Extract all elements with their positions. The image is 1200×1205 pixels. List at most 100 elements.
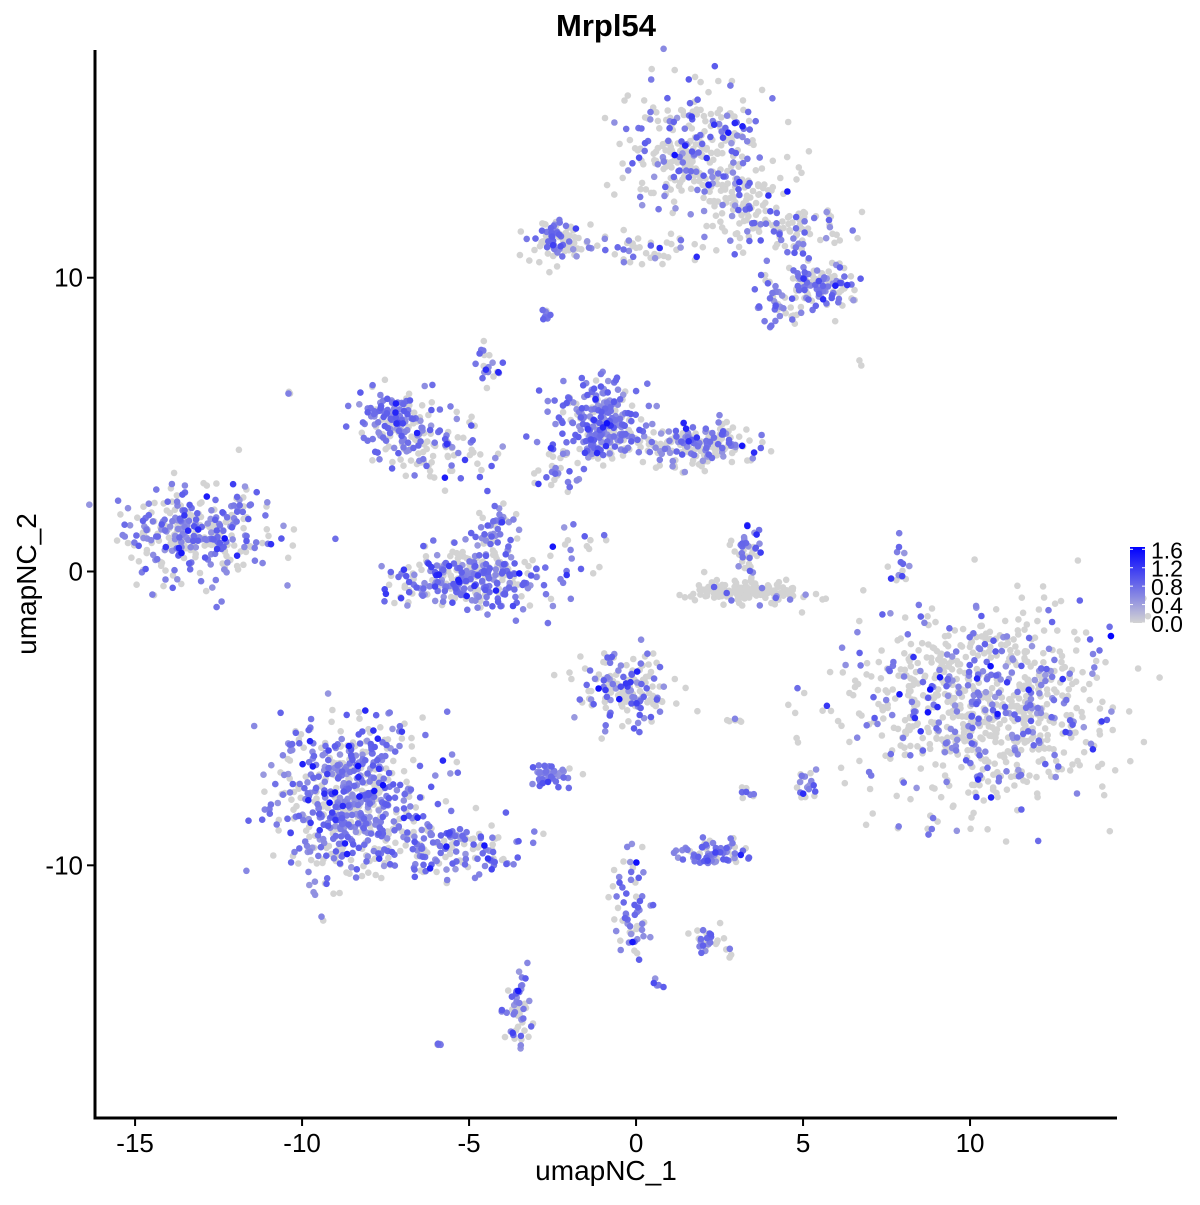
data-point — [925, 728, 933, 736]
data-point — [691, 240, 698, 248]
data-point — [641, 147, 648, 155]
data-point — [976, 645, 984, 653]
data-point — [703, 154, 710, 162]
data-point — [332, 832, 340, 840]
data-point — [670, 198, 678, 205]
data-point — [405, 390, 413, 398]
data-point — [641, 114, 649, 121]
data-point — [977, 734, 984, 741]
data-point — [837, 764, 845, 772]
data-point — [654, 117, 662, 125]
data-point — [1073, 790, 1081, 797]
data-point — [338, 768, 346, 775]
data-point — [884, 563, 892, 570]
data-point — [746, 179, 753, 187]
data-point — [667, 159, 675, 166]
data-point — [1054, 627, 1061, 634]
data-point — [714, 170, 722, 177]
data-point — [819, 707, 826, 714]
data-point — [169, 584, 176, 592]
data-point — [980, 797, 987, 804]
data-point — [374, 419, 382, 426]
data-point — [267, 540, 275, 548]
data-point — [627, 868, 635, 876]
data-point — [679, 159, 687, 166]
data-point — [422, 731, 429, 739]
data-point — [364, 853, 372, 860]
data-point — [161, 527, 169, 534]
data-point — [699, 942, 707, 949]
data-point — [995, 689, 1003, 696]
data-point — [772, 302, 779, 310]
data-point — [751, 580, 759, 587]
data-point — [324, 770, 331, 778]
data-point — [398, 735, 406, 742]
data-point — [834, 717, 842, 725]
data-point — [700, 207, 708, 215]
data-point — [506, 571, 513, 578]
data-point — [509, 1029, 516, 1037]
data-point — [474, 604, 481, 611]
data-point — [388, 465, 396, 472]
data-point — [427, 783, 435, 791]
data-point — [374, 756, 381, 764]
data-point — [560, 774, 567, 781]
data-point — [910, 653, 917, 661]
data-point — [328, 809, 336, 816]
data-point — [216, 522, 224, 529]
data-point — [382, 445, 390, 453]
data-point — [705, 451, 712, 458]
data-point — [775, 578, 783, 586]
data-point — [176, 534, 183, 541]
data-point — [439, 598, 447, 605]
data-point — [350, 767, 358, 774]
data-point — [600, 677, 608, 684]
data-point — [384, 395, 391, 403]
data-point — [739, 123, 746, 130]
data-point — [847, 273, 855, 280]
data-point — [426, 467, 434, 475]
data-point — [490, 373, 497, 380]
data-point — [651, 254, 659, 262]
data-point — [449, 548, 456, 556]
data-point — [1015, 631, 1022, 638]
data-point — [551, 397, 558, 404]
data-point — [646, 448, 654, 456]
data-point — [957, 642, 964, 649]
data-point — [689, 424, 697, 431]
data-point — [1096, 647, 1103, 654]
data-point — [893, 792, 900, 800]
data-point — [786, 212, 793, 220]
data-point — [369, 457, 376, 464]
data-point — [545, 238, 552, 245]
data-point — [636, 897, 644, 905]
data-point — [901, 549, 908, 557]
data-point — [642, 422, 650, 429]
data-point — [407, 457, 415, 464]
data-point — [456, 825, 464, 833]
data-point — [503, 1009, 511, 1016]
data-point — [495, 368, 502, 376]
data-point — [614, 244, 621, 251]
data-point — [551, 470, 559, 478]
data-point — [453, 408, 461, 416]
data-point — [973, 700, 980, 708]
data-point — [626, 923, 634, 930]
data-point — [963, 713, 971, 720]
data-point — [690, 451, 698, 459]
data-point — [638, 125, 645, 132]
data-point — [1037, 732, 1044, 739]
data-point — [681, 594, 689, 601]
data-point — [437, 849, 445, 857]
data-point — [360, 824, 368, 832]
data-point — [377, 818, 385, 826]
data-point — [184, 527, 192, 534]
data-point — [516, 251, 524, 259]
data-point — [776, 231, 783, 238]
data-point — [418, 424, 425, 431]
data-point — [535, 480, 542, 488]
data-point — [512, 593, 519, 601]
data-point — [433, 562, 441, 569]
data-point — [980, 650, 988, 657]
data-point — [653, 402, 660, 410]
